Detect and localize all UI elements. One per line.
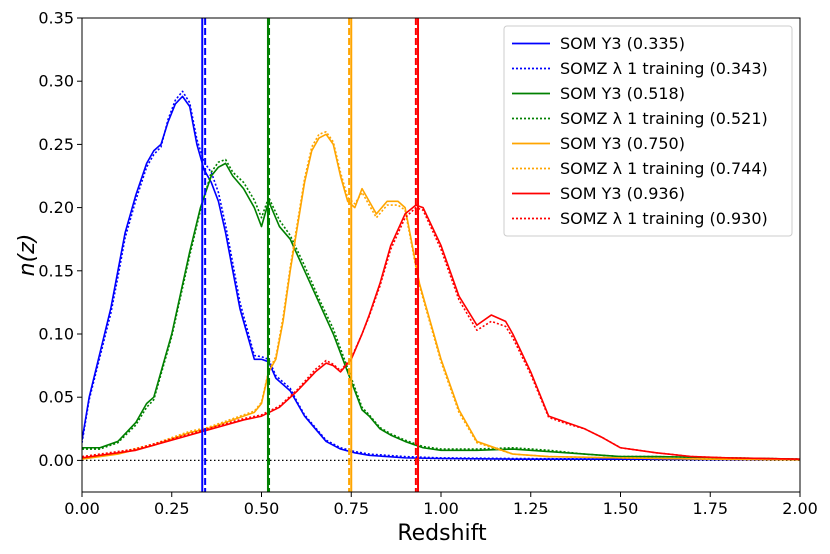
x-axis-label: Redshift xyxy=(397,521,487,546)
y-tick-label: 0.20 xyxy=(38,198,74,217)
x-tick-label: 2.00 xyxy=(782,499,818,518)
legend-label-som-y3-0-335: SOM Y3 (0.335) xyxy=(560,34,685,53)
x-tick-label: 1.00 xyxy=(423,499,459,518)
legend: SOM Y3 (0.335) SOMZ λ 1 training (0.343) S… xyxy=(503,25,793,237)
y-tick-label: 0.30 xyxy=(38,72,74,91)
legend-label-somz-1-training-0-521: SOMZ λ 1 training (0.521) xyxy=(560,109,768,128)
x-tick-label: 1.25 xyxy=(513,499,549,518)
plot-content xyxy=(82,18,800,492)
series-line-bin3-dotted xyxy=(82,130,800,461)
series-line-bin4-solid xyxy=(82,204,800,460)
y-tick-label: 0.35 xyxy=(38,9,74,28)
x-tick-label: 0.25 xyxy=(154,499,190,518)
legend-label-somz-1-training-0-930: SOMZ λ 1 training (0.930) xyxy=(560,209,768,228)
legend-label-somz-1-training-0-744: SOMZ λ 1 training (0.744) xyxy=(560,159,768,178)
legend-label-som-y3-0-936: SOM Y3 (0.936) xyxy=(560,184,685,203)
y-axis-label: n(z) xyxy=(15,234,40,277)
plot-area xyxy=(82,18,800,492)
x-tick-label: 0.50 xyxy=(244,499,280,518)
y-tick-label: 0.05 xyxy=(38,388,74,407)
x-tick-label: 0.00 xyxy=(64,499,100,518)
y-tick-label: 0.10 xyxy=(38,325,74,344)
x-tick-label: 1.75 xyxy=(692,499,728,518)
series-line-bin1-solid xyxy=(82,95,800,461)
series-line-bin4-dotted xyxy=(82,206,800,460)
series-line-bin2-solid xyxy=(82,162,800,460)
y-tick-label: 0.00 xyxy=(38,451,74,470)
series-line-bin2-dotted xyxy=(82,158,800,460)
series-line-bin3-solid xyxy=(82,133,800,461)
y-tick-label: 0.15 xyxy=(38,261,74,280)
legend-box xyxy=(503,25,793,237)
x-tick-label: 1.50 xyxy=(603,499,639,518)
legend-label-somz-1-training-0-343: SOMZ λ 1 training (0.343) xyxy=(560,59,768,78)
legend-label-som-y3-0-750: SOM Y3 (0.750) xyxy=(560,134,685,153)
y-tick-label: 0.25 xyxy=(38,135,74,154)
axes: 0.00 0.25 0.50 0.75 1.00 1.25 1.50 1.75 2.00 0.00… xyxy=(38,9,817,519)
legend-label-som-y3-0-518: SOM Y3 (0.518) xyxy=(560,84,685,103)
series-line-bin1-dotted xyxy=(82,90,800,461)
x-tick-label: 0.75 xyxy=(333,499,369,518)
